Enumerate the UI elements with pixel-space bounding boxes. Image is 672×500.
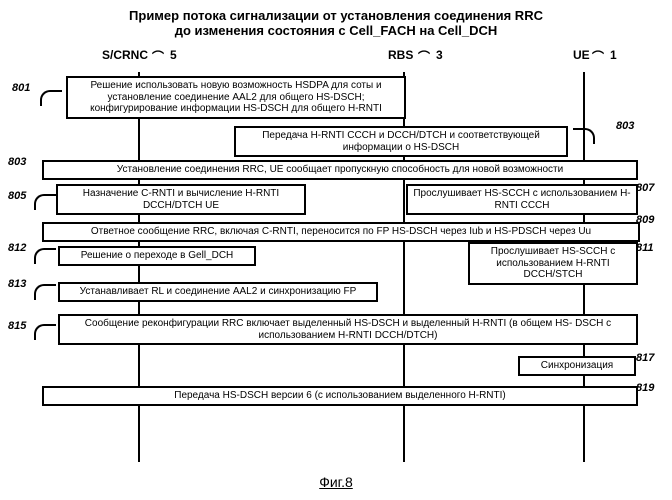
title-line-1: Пример потока сигнализации от установлен… xyxy=(129,8,543,23)
label-817: 817 xyxy=(636,352,654,364)
leader-icon: ⌒ xyxy=(418,48,430,65)
box-817: Синхронизация xyxy=(518,356,636,376)
title-line-2: до изменения состояния с Cell_FACH на Ce… xyxy=(175,23,498,38)
leader-icon xyxy=(34,194,56,210)
actor-rbs: RBS xyxy=(388,48,413,62)
leader-icon: ⌒ xyxy=(592,48,604,65)
box-812: Решение о переходе в Gell_DCH xyxy=(58,246,256,266)
label-812: 812 xyxy=(8,242,26,254)
actor-scrnc: S/CRNC xyxy=(102,48,148,62)
label-803a: 803 xyxy=(616,120,634,132)
actor-rbs-num: 3 xyxy=(436,48,443,62)
box-811: Прослушивает HS-SCCH с использованием H-… xyxy=(468,242,638,285)
box-809: Ответное сообщение RRC, включая C-RNTI, … xyxy=(42,222,640,242)
box-819: Передача HS-DSCH версии 6 (с использован… xyxy=(42,386,638,406)
box-803a: Передача H-RNTI CCCH и DCCH/DTCH и соотв… xyxy=(234,126,568,157)
leader-icon: ⌒ xyxy=(152,48,164,65)
actor-ue-num: 1 xyxy=(610,48,617,62)
figure-caption: Фиг.8 xyxy=(8,474,664,490)
leader-icon xyxy=(573,128,595,144)
label-803b: 803 xyxy=(8,156,26,168)
label-807: 807 xyxy=(636,182,654,194)
leader-icon xyxy=(34,284,56,300)
leader-icon xyxy=(40,90,62,106)
actor-scrnc-num: 5 xyxy=(170,48,177,62)
box-801: Решение использовать новую возможность H… xyxy=(66,76,406,119)
label-815: 815 xyxy=(8,320,26,332)
label-813: 813 xyxy=(8,278,26,290)
label-809: 809 xyxy=(636,214,654,226)
leader-icon xyxy=(34,324,56,340)
actor-ue: UE xyxy=(573,48,590,62)
label-801: 801 xyxy=(12,82,30,94)
box-807: Прослушивает HS-SCCH с использованием H-… xyxy=(406,184,638,215)
box-805: Назначение C-RNTI и вычисление H-RNTI DC… xyxy=(56,184,306,215)
box-813: Устанавливает RL и соединение AAL2 и син… xyxy=(58,282,378,302)
sequence-diagram: S/CRNC ⌒ 5 RBS ⌒ 3 UE ⌒ 1 Решение исполь… xyxy=(8,42,664,472)
box-815: Сообщение реконфигурации RRC включает вы… xyxy=(58,314,638,345)
label-805: 805 xyxy=(8,190,26,202)
leader-icon xyxy=(34,248,56,264)
box-803b: Установление соединения RRC, UE сообщает… xyxy=(42,160,638,180)
label-819: 819 xyxy=(636,382,654,394)
label-811: 811 xyxy=(636,242,654,254)
